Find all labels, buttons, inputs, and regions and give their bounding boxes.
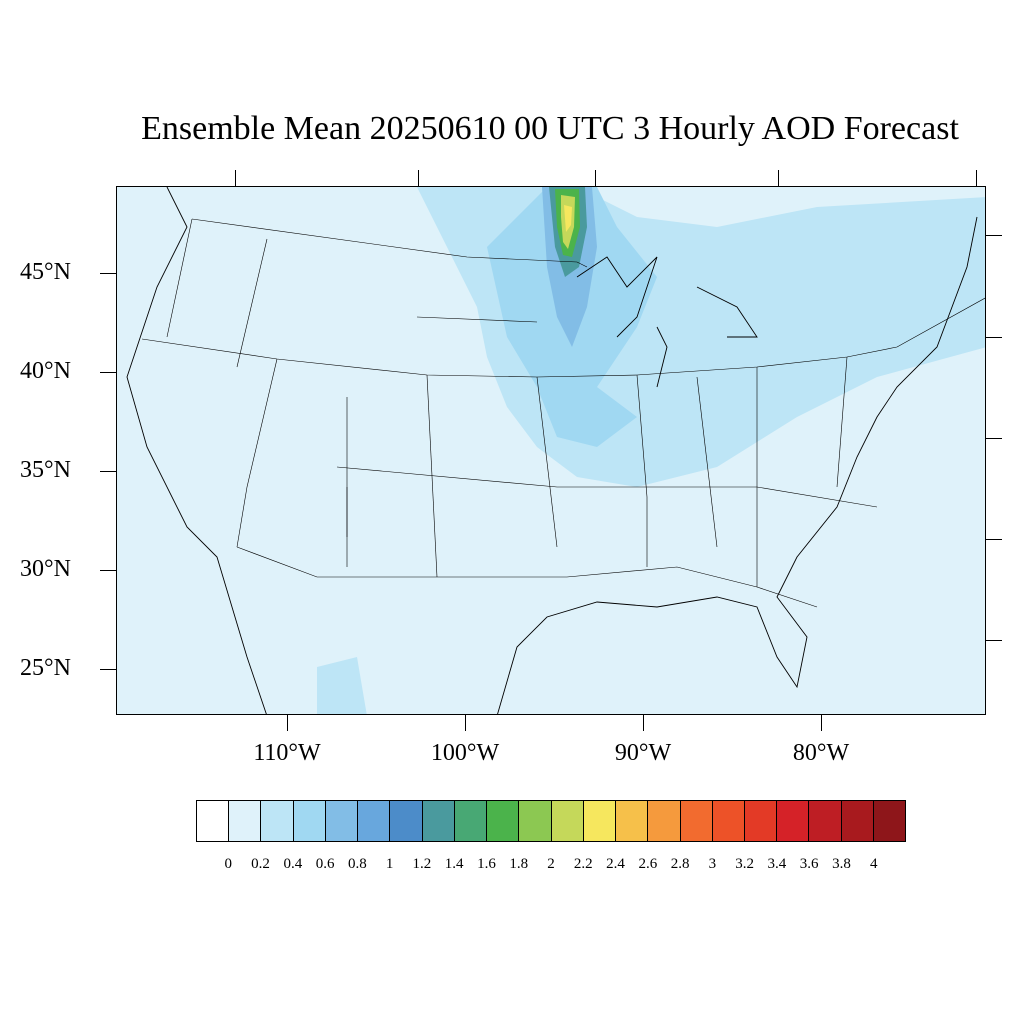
colorbar-box bbox=[648, 801, 681, 841]
colorbar-tick-label: 3.6 bbox=[799, 856, 819, 872]
map-title: Ensemble Mean 20250610 00 UTC 3 Hourly A… bbox=[141, 110, 959, 147]
left-tick bbox=[100, 372, 116, 373]
colorbar-tick-label: 1.2 bbox=[412, 856, 432, 872]
top-tick bbox=[976, 170, 977, 186]
lon-label-110w: 110°W bbox=[253, 740, 321, 766]
colorbar-box bbox=[680, 801, 713, 841]
colorbar-tick-label: 0.6 bbox=[315, 856, 335, 872]
right-tick bbox=[986, 640, 1002, 641]
right-tick bbox=[986, 539, 1002, 540]
right-tick bbox=[986, 337, 1002, 338]
colorbar-tick-label: 3 bbox=[708, 856, 717, 872]
colorbar-tick-label: 1.4 bbox=[444, 856, 464, 872]
colorbar-box bbox=[744, 801, 778, 841]
left-tick bbox=[100, 570, 116, 571]
colorbar-tick-label: 0.2 bbox=[251, 856, 270, 872]
lat-label-40: 40°N bbox=[20, 358, 71, 384]
colorbar-box bbox=[551, 801, 584, 841]
bottom-tick bbox=[287, 715, 288, 731]
lon-label-80w: 80°W bbox=[792, 740, 850, 766]
colorbar-tick-label: 0.4 bbox=[283, 856, 303, 872]
colorbar-box bbox=[616, 801, 649, 841]
colorbar-tick-label: 1.8 bbox=[509, 856, 529, 872]
colorbar-box bbox=[583, 801, 617, 841]
colorbar-tick-label: 0.8 bbox=[347, 856, 367, 872]
colorbar-tick-label: 2.8 bbox=[670, 856, 690, 872]
bottom-tick bbox=[465, 715, 466, 731]
colorbar-box bbox=[841, 801, 874, 841]
colorbar-tick-label: 2 bbox=[547, 856, 555, 872]
left-tick bbox=[100, 669, 116, 670]
colorbar-box bbox=[487, 801, 520, 841]
colorbar-tick-label: 3.2 bbox=[735, 856, 754, 872]
right-tick bbox=[986, 235, 1002, 236]
colorbar-tick-label: 4 bbox=[869, 856, 878, 872]
colorbar-tick-label: 1 bbox=[385, 856, 394, 872]
colorbar-tick-label: 3.4 bbox=[767, 856, 787, 872]
coastlines bbox=[126, 187, 978, 714]
left-tick bbox=[100, 471, 116, 472]
colorbar-box bbox=[809, 801, 842, 841]
aod-map bbox=[126, 187, 985, 714]
colorbar-box bbox=[777, 801, 810, 841]
lat-label-30: 30°N bbox=[20, 556, 71, 582]
colorbar-tick-label: 2.2 bbox=[573, 856, 593, 872]
top-tick bbox=[235, 170, 236, 186]
left-tick bbox=[100, 273, 116, 274]
colorbar-box bbox=[519, 801, 552, 841]
state-boundaries bbox=[141, 218, 985, 608]
lon-label-90w: 90°W bbox=[614, 740, 672, 766]
colorbar-tick-label: 2.6 bbox=[638, 856, 658, 872]
lat-label-25: 25°N bbox=[20, 655, 71, 681]
colorbar-box bbox=[873, 801, 906, 841]
southwest-patch bbox=[317, 657, 367, 714]
lon-label-100w: 100°W bbox=[430, 740, 500, 766]
aod-field bbox=[317, 187, 985, 714]
colorbar-box bbox=[712, 801, 745, 841]
right-tick bbox=[986, 438, 1002, 439]
bottom-tick bbox=[821, 715, 822, 731]
colorbar-tick-label: 2.4 bbox=[606, 856, 625, 872]
top-tick bbox=[418, 170, 419, 186]
colorbar-box bbox=[229, 801, 262, 841]
bottom-tick bbox=[643, 715, 644, 731]
colorbar-tick-label: 0 bbox=[224, 856, 233, 872]
plume-yellow bbox=[564, 205, 572, 232]
colorbar-box bbox=[390, 801, 423, 841]
lat-label-35: 35°N bbox=[20, 457, 71, 483]
lat-label-45: 45°N bbox=[20, 259, 71, 285]
colorbar-box bbox=[261, 801, 294, 841]
colorbar bbox=[196, 800, 906, 842]
colorbar-box bbox=[358, 801, 391, 841]
colorbar-box bbox=[197, 801, 230, 841]
top-tick bbox=[595, 170, 596, 186]
colorbar-tick-label: 3.8 bbox=[832, 856, 851, 872]
colorbar-box bbox=[454, 801, 488, 841]
colorbar-box bbox=[422, 801, 455, 841]
colorbar-box bbox=[325, 801, 359, 841]
colorbar-tick-label: 1.6 bbox=[477, 856, 496, 872]
map-frame bbox=[116, 186, 986, 715]
top-tick bbox=[778, 170, 779, 186]
colorbar-box bbox=[293, 801, 326, 841]
